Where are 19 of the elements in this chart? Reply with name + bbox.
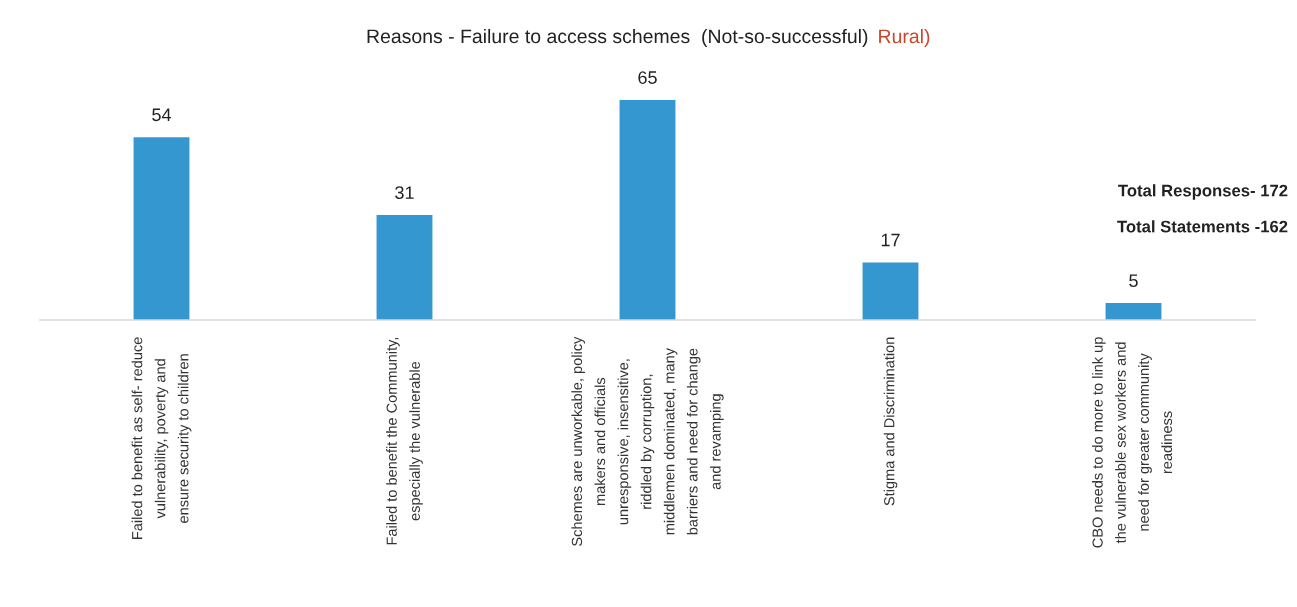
x-tick-label: CBO needs to do more to link up the vulnerable sex workers and need for greater community readiness bbox=[1092, 337, 1173, 548]
chart-title: Reasons - Failure to access schemes (Not-so-successful) bbox=[367, 28, 868, 48]
data-label: 31 bbox=[395, 186, 414, 200]
bar bbox=[862, 262, 919, 320]
x-tick-label: Schemes are unworkable, policy makers and officials unresponsive, insensitive, riddled by corruption, middlemen dominated, many barriers and need for change and revamping bbox=[571, 336, 724, 546]
data-label: 5 bbox=[1129, 274, 1138, 288]
x-tick-label: Failed to benefit the Community, especially the vulnerable bbox=[386, 337, 423, 545]
data-label: 65 bbox=[638, 71, 657, 84]
bar bbox=[133, 137, 190, 320]
annotation: Total Statements -162 bbox=[1117, 220, 1288, 233]
x-tick-label: Stigma and Discrimination bbox=[883, 337, 898, 506]
bar bbox=[376, 215, 433, 320]
annotation: Total Responses- 172 bbox=[1118, 184, 1288, 200]
x-tick-label: Failed to benefit as self- reduce vulnerability, poverty and ensure security to children bbox=[131, 337, 192, 539]
data-label: 54 bbox=[152, 108, 172, 122]
chart-subtitle: Rural) bbox=[879, 28, 930, 48]
data-label: 17 bbox=[881, 233, 900, 247]
bar bbox=[619, 100, 676, 320]
bar bbox=[1105, 303, 1162, 320]
